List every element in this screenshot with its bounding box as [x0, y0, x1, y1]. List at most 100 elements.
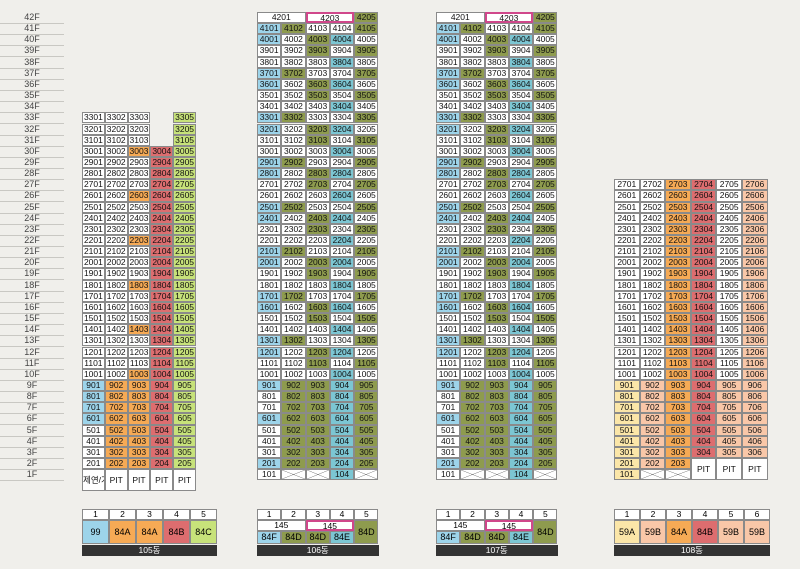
unit-cell: 2803	[127, 168, 151, 180]
line-number: 4	[329, 509, 355, 520]
unit-cell: 2406	[742, 212, 768, 224]
unit-cell: 901	[82, 379, 105, 392]
floor-label: 28F	[0, 168, 64, 181]
unit-cell: 2201	[257, 235, 282, 247]
unit-cell: PIT	[690, 458, 717, 481]
unit-cell: 505	[716, 424, 742, 436]
unit-cell: 2703	[127, 179, 151, 191]
floor-label: 18F	[0, 280, 64, 292]
unit-cell: 3402	[281, 101, 306, 113]
unit-cell: 2501	[82, 201, 105, 213]
unit-cell: 801	[614, 391, 640, 403]
unit-cell: 3405	[354, 101, 379, 113]
unit-cell: 1605	[533, 301, 558, 314]
unit-cell: 3305	[533, 112, 558, 124]
unit-cell: 1106	[742, 357, 768, 369]
unit-cell: 1901	[82, 268, 105, 280]
unit-cell: 1904	[508, 268, 534, 280]
unit-cell: 2003	[305, 257, 330, 269]
unit-cell: 2502	[460, 201, 485, 213]
unit-cell: 1101	[82, 357, 105, 369]
unit-cell: 2802	[281, 168, 306, 180]
unit-cell: 1703	[665, 290, 691, 302]
unit-cell: 401	[436, 435, 461, 447]
unit-cell: 2602	[460, 190, 485, 202]
unit-cell: PIT	[173, 469, 196, 492]
unit-cell: 1001	[614, 368, 640, 380]
unit-cell: 3304	[329, 112, 355, 124]
unit-cell: 3601	[257, 78, 282, 91]
unit-cell: 2302	[460, 223, 485, 235]
unit-cell: 2103	[305, 246, 330, 258]
unit-cell: 2204	[508, 235, 534, 247]
unit-cell: 202	[281, 458, 306, 470]
unit-cell: 1205	[354, 346, 379, 358]
unit-cell: 4203	[484, 12, 534, 24]
unit-cell: 1705	[533, 290, 558, 302]
unit-cell	[305, 469, 330, 481]
unit-cell: 1403	[127, 324, 151, 336]
unit-cell: 4201	[257, 12, 306, 24]
unit-cell: 2701	[436, 179, 461, 191]
unit-cell: 1505	[533, 313, 558, 325]
unit-cell: 2401	[436, 212, 461, 224]
unit-cell: 3302	[460, 112, 485, 124]
unit-cell: 2601	[436, 190, 461, 202]
unit-cell: 1403	[305, 324, 330, 336]
unit-cell: 1202	[460, 346, 485, 358]
unit-cell: 1104	[508, 357, 534, 369]
unit-cell: PIT	[127, 469, 151, 492]
floor-label: 26F	[0, 190, 64, 203]
unit-cell: 2602	[281, 190, 306, 202]
unit-cell: 803	[127, 391, 151, 403]
unit-cell: 701	[436, 402, 461, 414]
unit-cell: 301	[436, 446, 461, 458]
floor-label: 23F	[0, 224, 64, 236]
unit-cell: 603	[665, 413, 691, 425]
unit-cell: 1205	[716, 346, 742, 358]
unit-cell: 2201	[82, 235, 105, 247]
unit-cell: 1003	[305, 368, 330, 380]
unit-cell: 3504	[508, 90, 534, 102]
unit-cell: 1905	[354, 268, 379, 280]
unit-cell: 3003	[484, 145, 509, 157]
unit-cell: 1705	[173, 290, 196, 302]
unit-cell: 203	[484, 458, 509, 470]
unit-cell: 2302	[104, 223, 128, 235]
unit-cell: 204	[150, 458, 174, 470]
unit-cell: 1105	[173, 357, 196, 369]
unit-cell: 2202	[639, 235, 666, 247]
unit-cell: 704	[508, 402, 534, 414]
unit-cell: 1602	[104, 301, 128, 314]
unit-cell: 2505	[354, 201, 379, 213]
unit-cell: 2301	[257, 223, 282, 235]
unit-cell: 404	[690, 435, 717, 447]
unit-cell: 3205	[354, 123, 379, 135]
building-name: 105동	[82, 545, 217, 556]
unit-cell: 705	[533, 402, 558, 414]
floor-label: 19F	[0, 268, 64, 281]
unit-cell: 2304	[329, 223, 355, 235]
unit-cell: 903	[484, 379, 509, 392]
line-number: 4	[163, 509, 190, 520]
unit-cell: 1304	[329, 335, 355, 347]
unit-cell: 2104	[329, 246, 355, 258]
unit-cell: 1803	[484, 279, 509, 291]
unit-cell: 2201	[614, 235, 640, 247]
unit-cell: 1706	[742, 290, 768, 302]
unit-cell: 2502	[281, 201, 306, 213]
unit-cell: 601	[436, 413, 461, 425]
unit-cell: 1502	[281, 313, 306, 325]
unit-cell: 2605	[716, 190, 742, 202]
unit-type: 84D	[305, 531, 330, 544]
unit-cell: 4101	[436, 23, 461, 35]
unit-cell: 1104	[690, 357, 717, 369]
unit-cell: 2905	[354, 156, 379, 169]
unit-cell: 1904	[329, 268, 355, 280]
unit-cell: 2501	[257, 201, 282, 213]
unit-cell: 1803	[305, 279, 330, 291]
unit-cell: 3705	[533, 67, 558, 79]
unit-cell: 1005	[354, 368, 379, 380]
unit-cell: 302	[460, 446, 485, 458]
unit-cell: 1505	[354, 313, 379, 325]
